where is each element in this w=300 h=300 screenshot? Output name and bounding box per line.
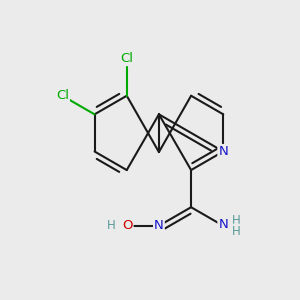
Text: H: H <box>232 225 241 238</box>
Text: Cl: Cl <box>56 89 69 102</box>
Text: N: N <box>218 145 228 158</box>
Text: N: N <box>154 219 164 232</box>
Text: Cl: Cl <box>120 52 133 65</box>
Text: O: O <box>122 219 133 232</box>
Text: N: N <box>218 218 228 231</box>
Text: H: H <box>232 214 241 227</box>
Text: H: H <box>106 219 116 232</box>
